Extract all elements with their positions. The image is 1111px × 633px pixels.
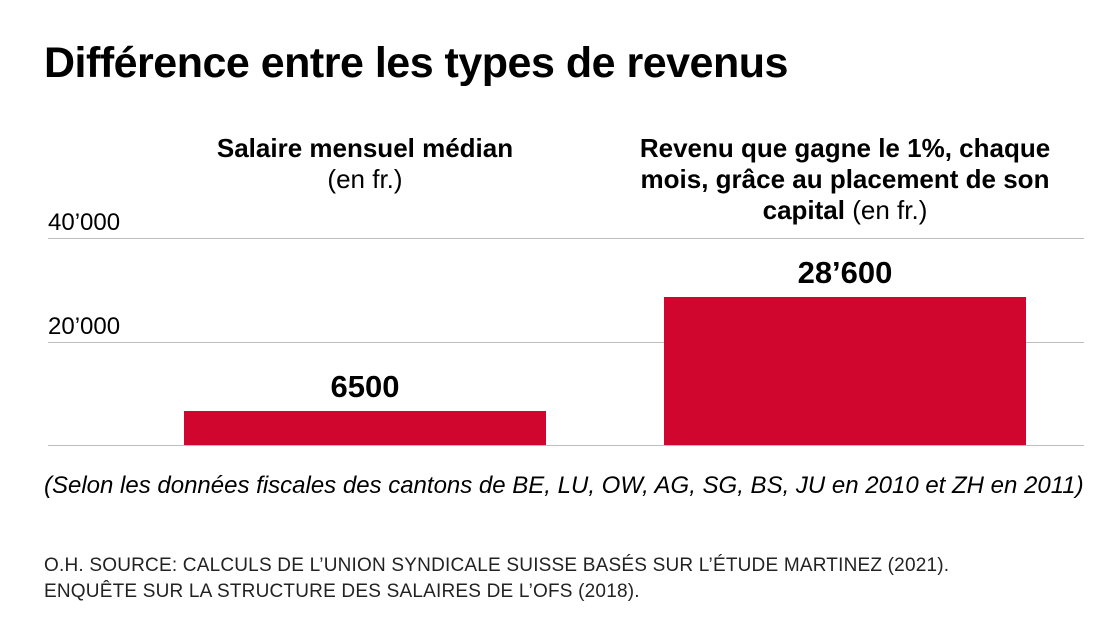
bar-value-label: 6500 bbox=[330, 369, 400, 404]
category-header-top-1-percent: Revenu que gagne le 1%, chaque mois, grâ… bbox=[615, 133, 1075, 226]
bar-median-salary bbox=[184, 411, 546, 445]
category-unit: (en fr.) bbox=[327, 164, 403, 194]
category-label: Revenu que gagne le 1%, chaque mois, grâ… bbox=[639, 133, 1051, 225]
data-note: (Selon les données fiscales des cantons … bbox=[44, 472, 1084, 499]
baseline bbox=[48, 445, 1084, 446]
bar-top-1-percent bbox=[664, 297, 1026, 445]
bar-value-label: 28’600 bbox=[797, 255, 893, 290]
category-unit: (en fr.) bbox=[852, 195, 928, 225]
source-line-1: O.H. SOURCE: CALCULS DE L’UNION SYNDICAL… bbox=[44, 555, 950, 576]
y-tick-label: 40’000 bbox=[48, 209, 121, 236]
gridline bbox=[48, 342, 1084, 343]
chart-title: Différence entre les types de revenus bbox=[44, 39, 788, 87]
category-label: Salaire mensuel médian bbox=[216, 133, 514, 163]
gridline bbox=[48, 238, 1084, 239]
category-header-median-salary: Salaire mensuel médian (en fr.) bbox=[184, 133, 546, 195]
y-tick-label: 20’000 bbox=[48, 313, 121, 340]
source-line-2: ENQUÊTE SUR LA STRUCTURE DES SALAIRES DE… bbox=[44, 581, 640, 602]
